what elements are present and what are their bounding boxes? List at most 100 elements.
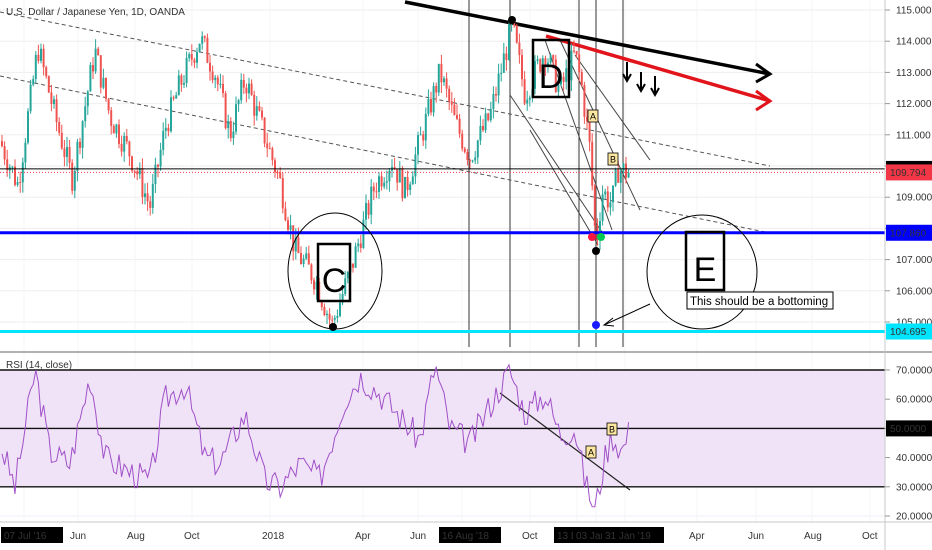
candle-body xyxy=(45,67,48,77)
candle-body xyxy=(258,106,261,111)
candle-body xyxy=(136,171,139,175)
time-tick-label: 13 D xyxy=(557,531,578,542)
candle-body xyxy=(539,59,542,72)
time-tag xyxy=(1,527,63,543)
rsi-current-value: 50.0000 xyxy=(890,424,927,435)
candle-body xyxy=(500,72,503,74)
candle-body xyxy=(279,172,282,178)
candle-body xyxy=(175,95,178,99)
candle-body xyxy=(206,37,209,63)
candle-body xyxy=(170,97,172,132)
candle-body xyxy=(450,101,453,105)
candle-body xyxy=(562,76,565,82)
candle-body xyxy=(216,77,219,85)
candle-body xyxy=(294,237,297,252)
candle-body xyxy=(401,168,404,199)
note-box xyxy=(686,291,834,310)
rsi-tick-label: 30.0000 xyxy=(896,482,932,493)
candle-body xyxy=(133,170,136,172)
label-c-box xyxy=(316,242,352,303)
candle-body xyxy=(458,118,461,134)
candle-body xyxy=(183,83,185,85)
candle-body xyxy=(292,225,295,252)
candle-body xyxy=(534,61,536,89)
price-tick-label: 107.000 xyxy=(896,255,932,266)
candle-body xyxy=(489,108,492,121)
candle-body xyxy=(354,246,357,268)
candle-body xyxy=(440,63,443,83)
candle-body xyxy=(261,110,263,118)
candle-body xyxy=(305,253,308,259)
candle-body xyxy=(518,42,521,55)
time-tick-label: Jun xyxy=(410,531,426,542)
price-tick-label: 111.000 xyxy=(896,130,931,141)
channel-line xyxy=(529,129,599,246)
candle-body xyxy=(151,183,154,208)
candle-body xyxy=(461,133,464,149)
candle-body xyxy=(58,122,61,133)
candle-body xyxy=(523,79,526,104)
price-tick-label: 115.000 xyxy=(896,6,932,17)
price-tick-label: 114.000 xyxy=(896,37,932,48)
candle-body xyxy=(359,243,362,248)
candle-body xyxy=(89,65,92,92)
candle-body xyxy=(188,54,191,58)
candle-body xyxy=(573,50,575,52)
candle-body xyxy=(422,134,425,141)
candle-body xyxy=(549,55,552,63)
candle-body xyxy=(211,71,214,81)
note-text: This should be a bottoming xyxy=(690,296,828,308)
candle-body xyxy=(404,176,406,199)
red-dot xyxy=(588,233,596,241)
candle-body xyxy=(497,73,500,96)
candle-body xyxy=(73,170,76,191)
label-c-text: C xyxy=(322,262,347,300)
rsi-tick-label: 60.0000 xyxy=(896,395,932,406)
candle-body xyxy=(508,24,510,60)
label-e-box xyxy=(684,230,726,292)
candle-body xyxy=(456,115,458,119)
candle-body xyxy=(570,50,573,81)
candle-body xyxy=(302,258,305,265)
candle-body xyxy=(521,54,523,80)
time-tick-label: 03 Jan xyxy=(576,531,606,542)
candle-body xyxy=(505,53,508,60)
candle-body xyxy=(601,194,604,221)
candle-body xyxy=(144,193,146,198)
candle-body xyxy=(271,148,274,161)
candle-body xyxy=(469,160,471,162)
candle-body xyxy=(487,113,490,121)
candle-body xyxy=(352,263,354,268)
candle-body xyxy=(201,36,204,44)
candle-body xyxy=(71,162,74,191)
candle-body xyxy=(482,125,484,131)
candle-body xyxy=(526,99,529,104)
candle-body xyxy=(84,106,87,122)
candle-body xyxy=(68,146,71,163)
candle-body xyxy=(110,110,113,126)
candle-body xyxy=(81,121,84,148)
candle-body xyxy=(154,164,157,184)
candle-body xyxy=(341,293,344,303)
marker-tag xyxy=(587,109,599,123)
candle-body xyxy=(1,141,3,147)
channel-line xyxy=(509,94,603,233)
candle-body xyxy=(50,92,53,105)
price-series xyxy=(1,16,630,330)
time-tick-label: 16 Aug '18 xyxy=(442,531,489,542)
candle-body xyxy=(315,281,318,290)
peak-dot xyxy=(508,16,516,24)
candle-body xyxy=(310,264,313,281)
candle-body xyxy=(177,75,180,96)
candle-body xyxy=(378,176,380,192)
chart-title: U.S. Dollar / Japanese Yen, 1D, OANDA xyxy=(6,7,185,18)
rsi-current-tag xyxy=(886,420,932,437)
time-tick-label: Aug xyxy=(804,531,822,542)
time-tick-label: Apr xyxy=(689,531,705,542)
candle-body xyxy=(383,182,386,187)
black-dot xyxy=(592,247,600,255)
time-tick-label: Aug xyxy=(127,531,145,542)
candle-body xyxy=(614,169,617,186)
candle-body xyxy=(253,94,256,116)
